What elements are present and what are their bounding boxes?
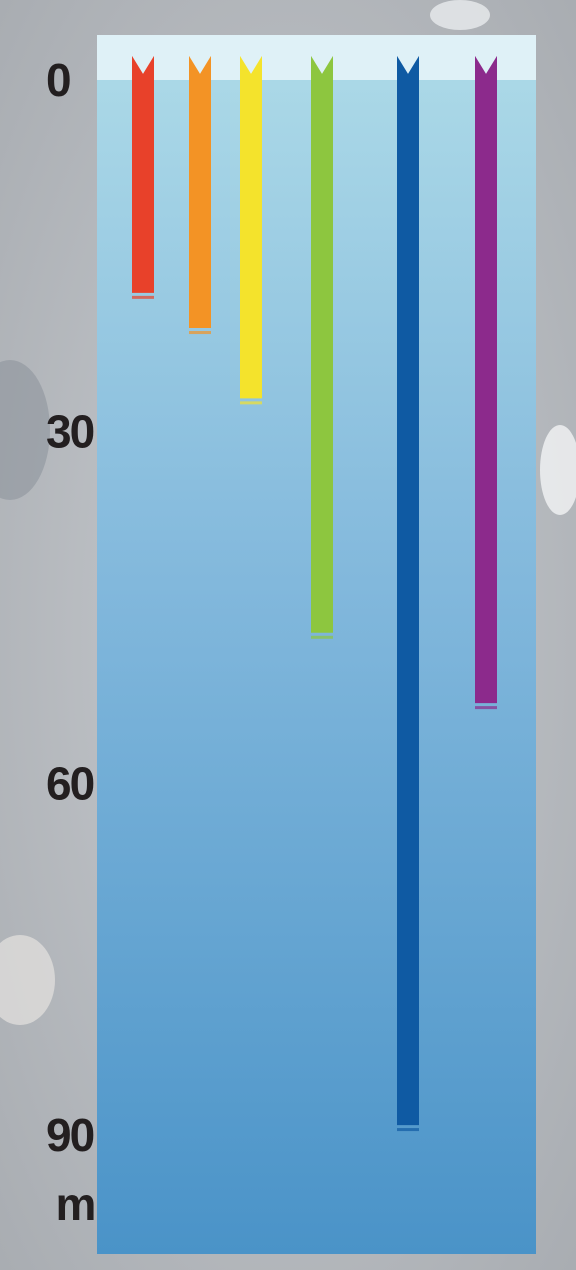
rock-spot — [0, 935, 55, 1025]
rock-spot — [540, 425, 576, 515]
bar — [132, 55, 154, 293]
rock-spot — [0, 360, 50, 500]
bar-tip — [311, 635, 333, 639]
y-tick-label: 30 — [46, 406, 94, 458]
y-tick-label: 60 — [46, 757, 94, 809]
bar-tip — [397, 1128, 419, 1132]
bar — [475, 55, 497, 704]
rock-spot — [430, 0, 490, 30]
bar-tip — [189, 331, 211, 335]
bar-tip — [475, 706, 497, 710]
bar — [397, 55, 419, 1126]
bar-tip — [132, 295, 154, 299]
bar — [240, 55, 262, 399]
y-tick-label: 90 — [46, 1109, 94, 1161]
bar — [189, 55, 211, 329]
y-tick-label: 0 — [46, 54, 70, 106]
bar — [311, 55, 333, 633]
bar-tip — [240, 401, 262, 405]
y-axis-unit: m — [56, 1178, 95, 1230]
